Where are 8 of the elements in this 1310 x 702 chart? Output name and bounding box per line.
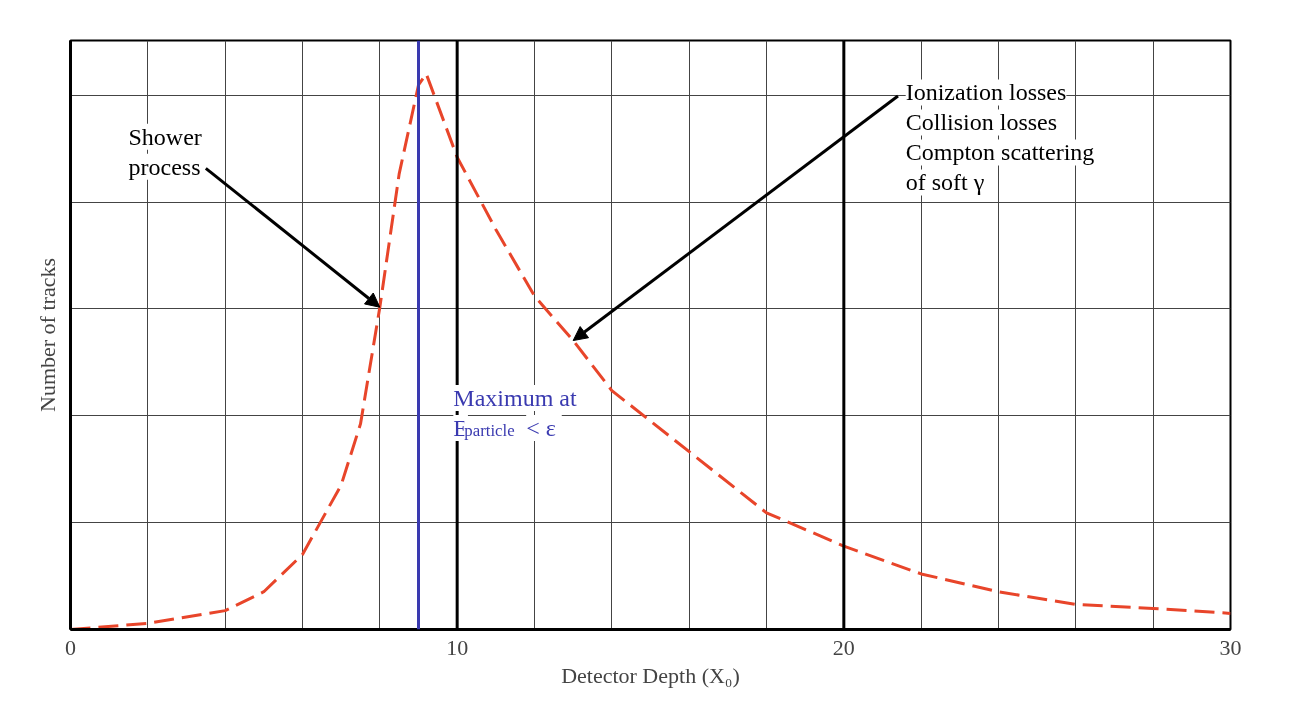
annotation: Ionization losses Collision losses Compton scattering of soft γ [905,79,1095,196]
x-tick-label: 30 [1219,634,1242,660]
annotation: Shower process [128,123,202,180]
x-tick-label: 10 [446,634,469,660]
x-tick-label: 0 [65,634,76,660]
x-tick-label: 20 [832,634,855,660]
x-axis-title: Detector Depth (X₀) [561,662,740,688]
y-axis-title: Number of tracks [34,258,60,412]
